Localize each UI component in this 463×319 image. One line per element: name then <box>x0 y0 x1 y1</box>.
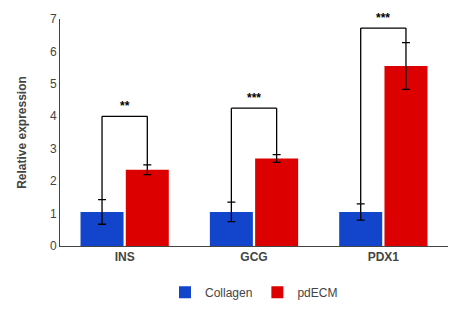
svg-text:5: 5 <box>50 77 57 91</box>
svg-text:2: 2 <box>50 174 57 188</box>
svg-text:***: *** <box>376 11 390 25</box>
svg-text:3: 3 <box>50 142 57 156</box>
svg-text:1: 1 <box>50 207 57 221</box>
svg-text:**: ** <box>120 99 130 113</box>
svg-text:Collagen: Collagen <box>205 286 252 300</box>
svg-text:Relative expression: Relative expression <box>15 76 29 189</box>
svg-text:pdECM: pdECM <box>297 286 337 300</box>
svg-text:6: 6 <box>50 45 57 59</box>
svg-text:GCG: GCG <box>240 250 267 264</box>
svg-text:4: 4 <box>50 109 57 123</box>
svg-text:7: 7 <box>50 12 57 26</box>
svg-text:***: *** <box>247 91 261 105</box>
svg-text:INS: INS <box>115 250 135 264</box>
svg-text:PDX1: PDX1 <box>368 250 400 264</box>
svg-text:0: 0 <box>50 239 57 253</box>
